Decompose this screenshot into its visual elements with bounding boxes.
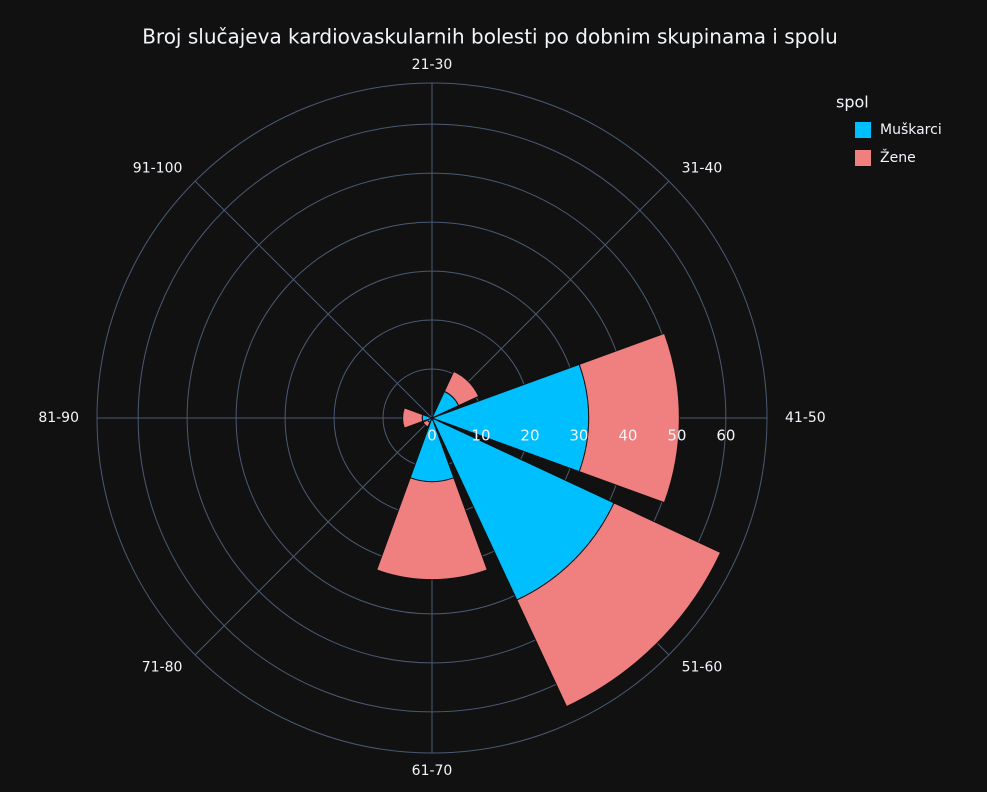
radial-tick-label: 40 [618,427,637,445]
angular-grid-line [194,180,433,419]
bar-segment [443,370,480,407]
angular-tick-label: 31-40 [682,160,723,176]
angular-tick-label: 41-50 [785,410,826,426]
angular-tick-label: 71-80 [142,660,183,676]
radial-tick-label: 20 [520,427,539,445]
legend-label: Žene [880,148,916,166]
angular-grid-line [194,417,433,656]
legend-title: spol [836,93,869,112]
radial-tick-label: 30 [569,427,588,445]
bar-segment [402,407,424,429]
angular-tick-label: 91-100 [133,160,183,176]
angular-tick-label: 61-70 [412,763,453,779]
bar-segment [376,477,488,581]
radial-tick-label: 10 [471,427,490,445]
angular-grid-line [431,180,670,419]
bar-segment [516,502,722,708]
legend-swatch [855,122,871,138]
chart-title: Broj slučajeva kardiovaskularnih bolesti… [142,25,838,49]
bar-segment [578,332,680,504]
radial-tick-label: 60 [716,427,735,445]
radial-tick-label: 50 [667,427,686,445]
legend-label: Muškarci [880,122,942,138]
angular-tick-label: 81-90 [38,410,79,426]
angular-tick-label: 51-60 [682,660,723,676]
legend-swatch [855,150,871,166]
angular-tick-label: 21-30 [412,57,453,73]
radial-tick-label: 0 [427,427,437,445]
bar-segment [422,419,431,428]
